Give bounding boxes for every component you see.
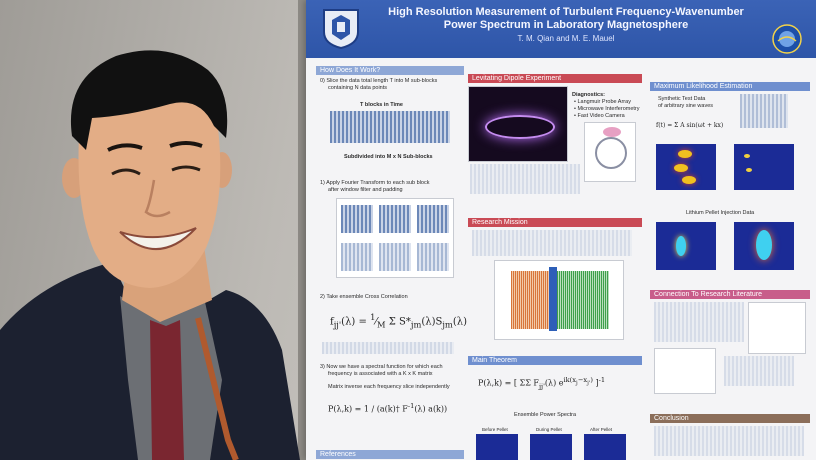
pellet-label: Lithium Pellet Injection Data	[686, 210, 755, 216]
synthetic-label-cont: of arbitrary sine waves	[658, 103, 714, 109]
signal-segment-orange	[511, 271, 549, 329]
mission-text	[472, 230, 632, 256]
smile-teeth	[119, 227, 197, 250]
power-spectrum-equation: P(λ,k) = 1 / (a(k)† F-1(λ) a(k))	[328, 402, 448, 414]
section-header-conclusion: Conclusion	[650, 414, 810, 423]
section-header-mission: Research Mission	[468, 218, 642, 227]
mle-equation: f(t) = Σ A sin(ωt + kx)	[656, 122, 724, 129]
step3-text-cont: frequency is associated with a K x K mat…	[328, 371, 433, 377]
spectral-peak	[756, 230, 772, 260]
poster-title-line1: High Resolution Measurement of Turbulent…	[388, 6, 744, 18]
subdivided-label: Subdivided into M x N Sub-blocks	[344, 154, 433, 160]
pellet-spectrum-1	[656, 222, 716, 270]
before-label: Before Pellet	[482, 427, 508, 432]
step3-text: 3) Now we have a spectral function for w…	[320, 364, 443, 370]
spectral-peak	[746, 168, 752, 172]
right-eye	[171, 165, 201, 172]
synthetic-spectrum-2	[734, 144, 794, 190]
device-diagram	[584, 122, 636, 182]
columbia-crest-logo	[323, 9, 359, 50]
spectral-peak	[676, 236, 686, 256]
main-theorem-equation: P(λ,k) = [ ΣΣ Fjj'(λ) eik(xj−xj') ]-1	[478, 376, 606, 391]
hair	[70, 50, 228, 150]
experiment-description	[470, 164, 580, 194]
plot-panel	[417, 243, 449, 271]
step3-text-matrix: Matrix inverse each frequency slice inde…	[328, 384, 450, 390]
smiling-man	[0, 50, 300, 460]
lanyard	[195, 317, 239, 460]
spectrum-after	[584, 434, 626, 460]
diagnostic-item: • Microwave Interferometry	[574, 106, 640, 112]
plot-panel	[341, 205, 373, 233]
poster-authors: T. M. Qian and M. E. Mauel	[517, 34, 615, 43]
poster-column-middle: Levitating Dipole Experiment Diagnostics…	[468, 64, 642, 460]
section-header-how: How Does It Work?	[316, 66, 464, 75]
synthetic-signal-plot	[740, 94, 788, 128]
section-header-mle: Maximum Likelihood Estimation	[650, 82, 810, 91]
poster-column-right: Maximum Likelihood Estimation Synthetic …	[650, 64, 810, 460]
section-header-references: References	[316, 450, 464, 459]
literature-notes	[724, 356, 794, 386]
synthetic-spectrum-1	[656, 144, 716, 190]
diagnostic-item: • Langmuir Probe Array	[574, 99, 631, 105]
plot-panel	[417, 205, 449, 233]
section-header-theorem: Main Theorem	[468, 356, 642, 365]
spectral-peak	[744, 154, 750, 158]
poster-column-left: How Does It Work? 0) Slice the data tota…	[316, 64, 467, 460]
plot-panel	[379, 243, 411, 271]
step0-text-cont: containing N data points	[328, 85, 388, 91]
turbulence-signal-plot	[494, 260, 624, 340]
fourier-plots-figure	[336, 198, 454, 278]
signal-segment-green	[557, 271, 609, 329]
literature-figure	[748, 302, 806, 354]
conclusion-text	[654, 426, 804, 456]
spectrum-during	[530, 434, 572, 460]
section-header-literature: Connection To Research Literature	[650, 290, 810, 299]
ensemble-label: Ensemble Power Spectra	[514, 412, 577, 418]
red-shirt	[150, 320, 184, 460]
step2-text: 2) Take ensemble Cross Correlation	[320, 294, 408, 300]
definitions-block	[322, 342, 454, 354]
plasma-glow	[485, 115, 555, 139]
left-eyebrow	[107, 143, 143, 152]
cross-correlation-equation: fjj'(λ) = 1⁄M Σ S*jm(λ)Sjm(λ)	[330, 312, 467, 330]
literature-plot-grid	[654, 348, 716, 394]
nose	[144, 179, 171, 218]
plasma-photo	[468, 86, 568, 162]
device-ring	[595, 137, 627, 169]
diagnostic-item: • Fast Video Camera	[574, 113, 625, 119]
nsf-logo	[772, 24, 802, 54]
poster-board-edge	[298, 0, 308, 460]
right-eyebrow	[169, 141, 203, 148]
signal-segment-blue	[549, 267, 557, 331]
pellet-spectrum-2	[734, 222, 794, 270]
plot-panel	[379, 205, 411, 233]
diagnostics-label: Diagnostics:	[572, 92, 606, 98]
poster-banner: High Resolution Measurement of Turbulent…	[306, 0, 816, 58]
spectral-peak	[674, 164, 688, 172]
plot-panel	[341, 243, 373, 271]
step0-text: 0) Slice the data total length T into M …	[320, 78, 438, 84]
research-poster: High Resolution Measurement of Turbulent…	[306, 0, 816, 460]
tblocks-label: T blocks in Time	[360, 102, 403, 108]
during-label: During Pellet	[536, 427, 562, 432]
step1-text-cont: after window filter and padding	[328, 187, 403, 193]
step1-text: 1) Apply Fourier Transform to each sub b…	[320, 180, 430, 186]
poster-title-line2: Power Spectrum in Laboratory Magnetosphe…	[443, 19, 689, 31]
section-header-levitating: Levitating Dipole Experiment	[468, 74, 642, 83]
after-label: After Pellet	[590, 427, 613, 432]
spectral-peak	[682, 176, 696, 184]
synthetic-label: Synthetic Test Data	[658, 96, 706, 102]
literature-text	[654, 302, 744, 342]
spectrum-before	[476, 434, 518, 460]
device-coil	[603, 127, 621, 137]
spectral-peak	[678, 150, 692, 158]
time-series-strip	[330, 111, 450, 143]
left-eye	[111, 168, 141, 176]
